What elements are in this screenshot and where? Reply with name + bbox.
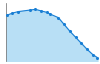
Point <box>86 49 88 50</box>
Point <box>97 57 98 58</box>
Point <box>29 10 30 11</box>
Point <box>63 24 65 25</box>
Point <box>12 13 13 14</box>
Point <box>80 43 82 44</box>
Point <box>46 12 48 13</box>
Point <box>75 37 76 38</box>
Point <box>69 31 71 32</box>
Point <box>92 54 94 55</box>
Point <box>34 9 36 10</box>
Point <box>40 10 42 11</box>
Point <box>6 15 7 16</box>
Point <box>17 11 19 12</box>
Point <box>57 17 59 18</box>
Point <box>49 13 50 14</box>
